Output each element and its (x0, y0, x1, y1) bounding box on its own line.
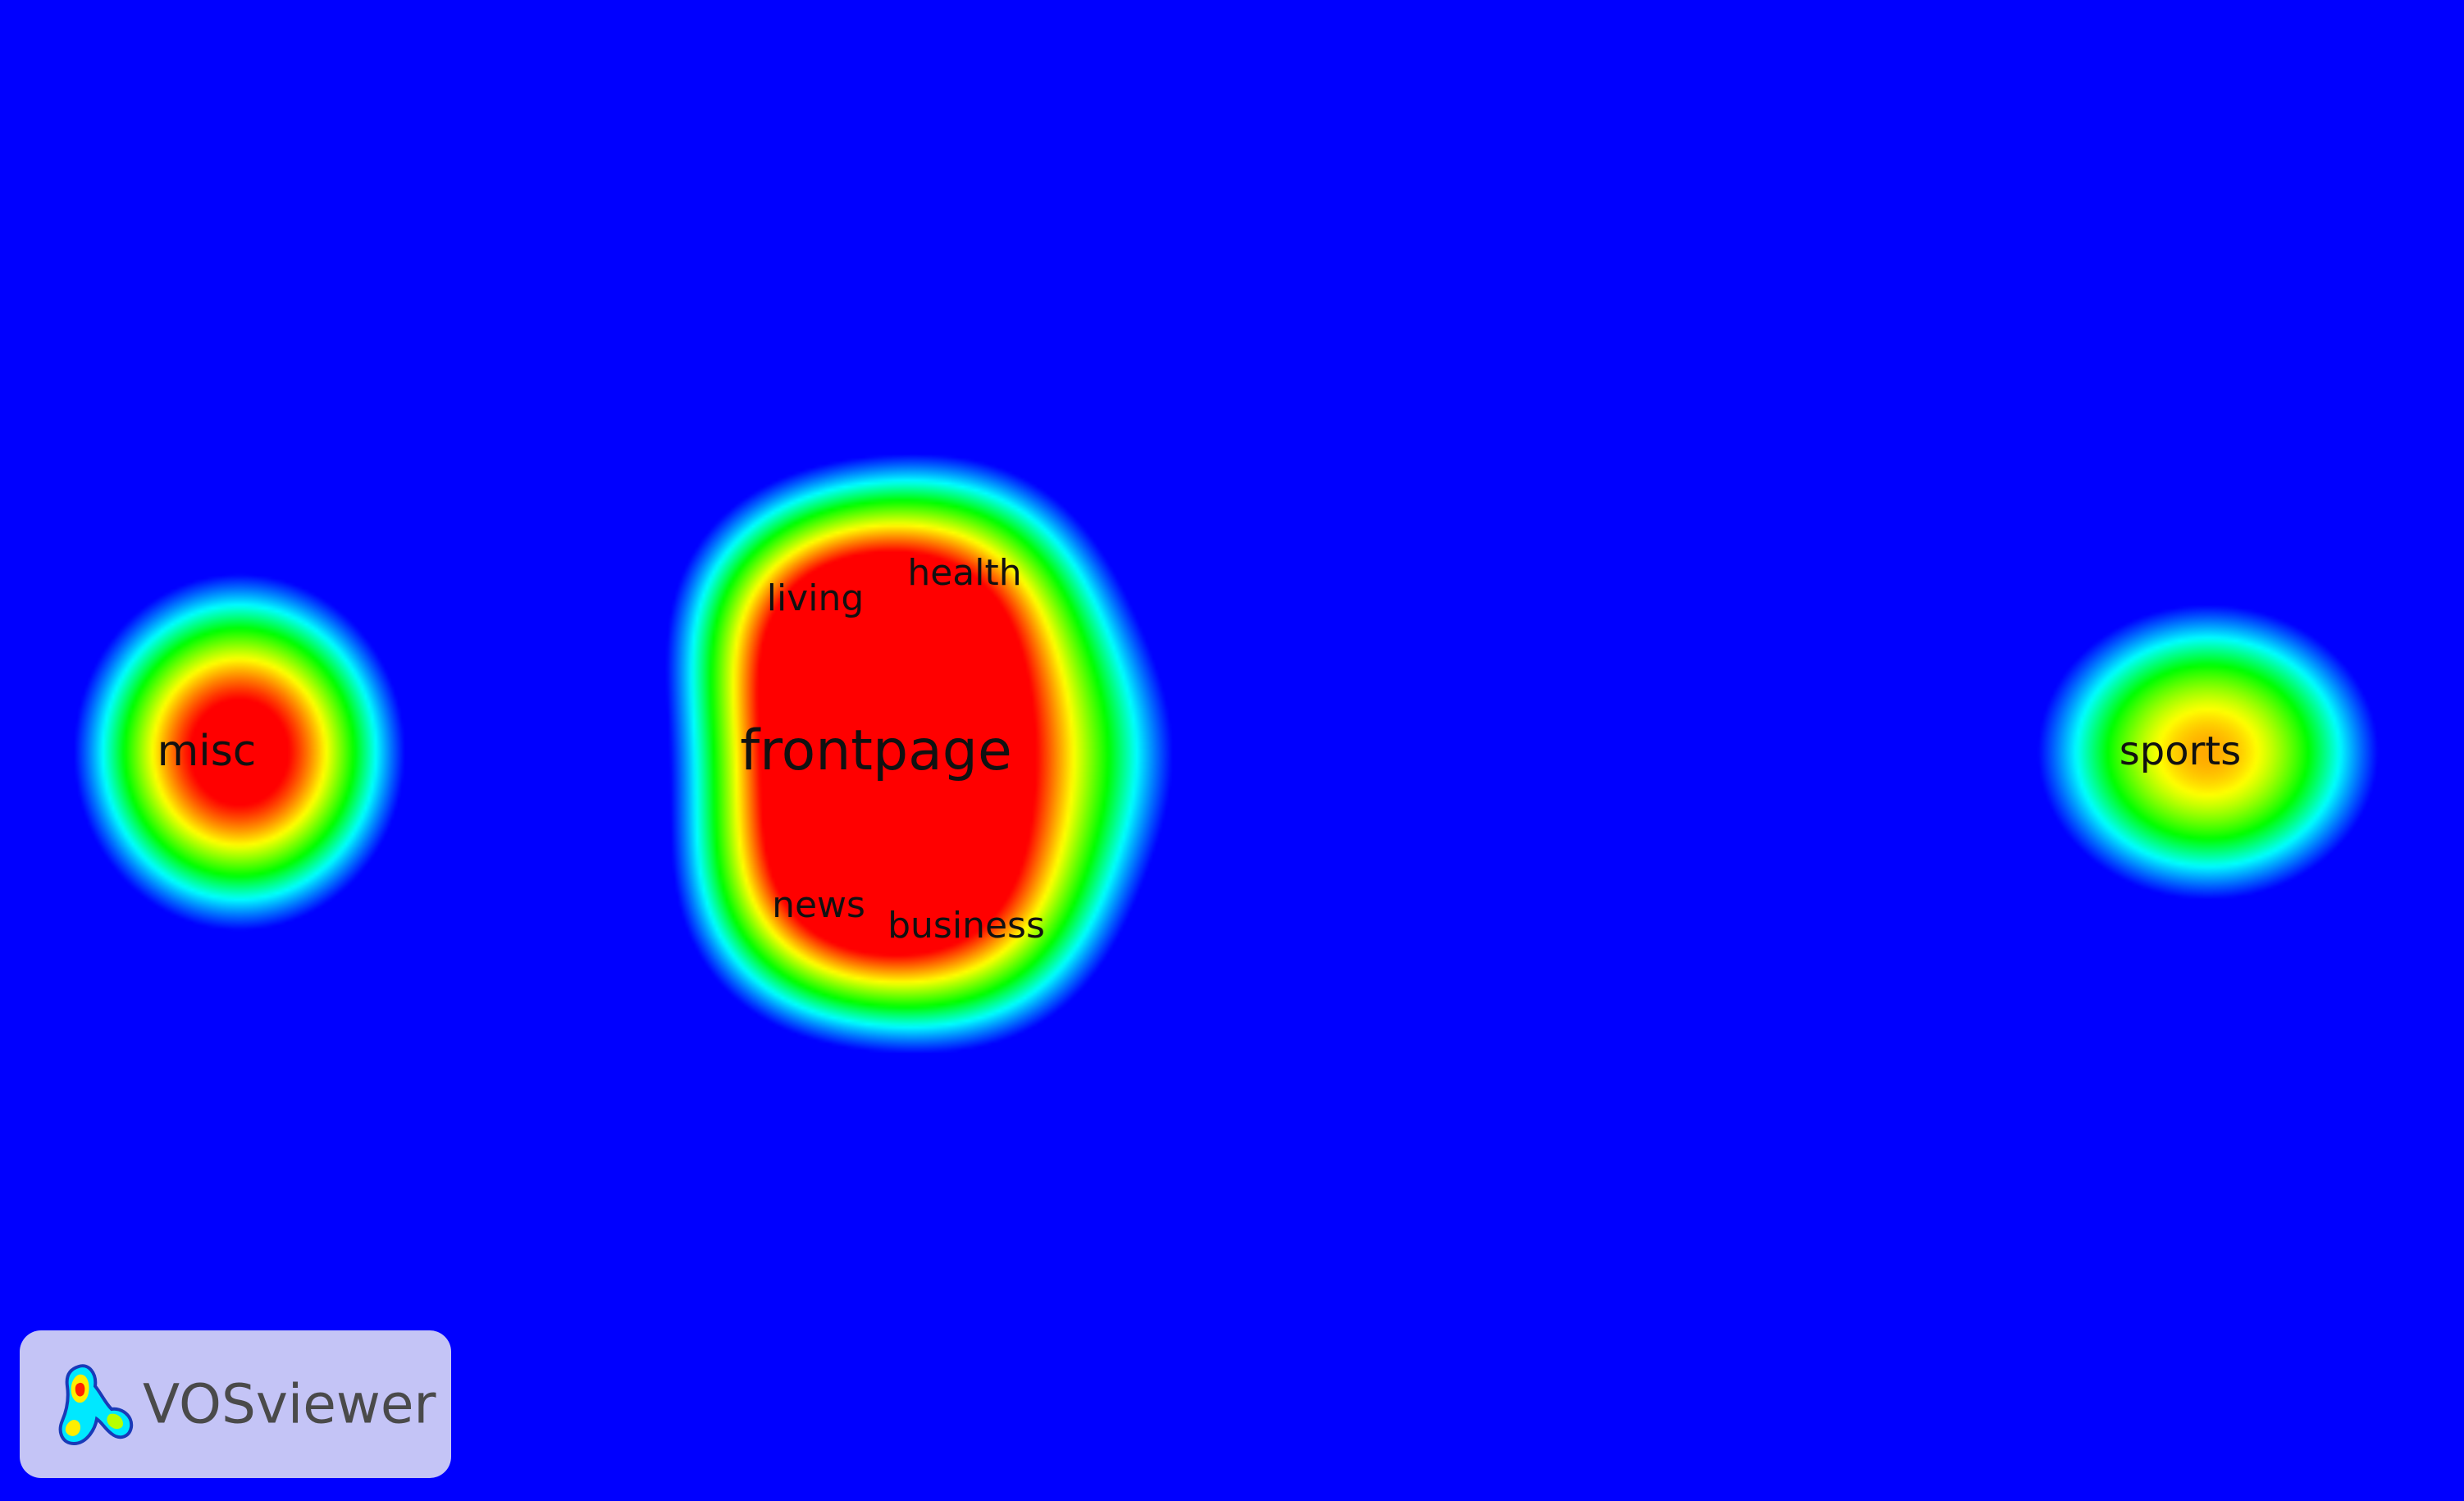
term-label-living[interactable]: living (766, 577, 865, 619)
term-label-frontpage[interactable]: frontpage (740, 719, 1012, 783)
vosviewer-logo-text: VOSviewer (143, 1372, 436, 1436)
term-label-misc[interactable]: misc (157, 727, 257, 776)
vosviewer-logo-icon (58, 1364, 134, 1446)
term-label-news[interactable]: news (772, 884, 865, 926)
term-label-health[interactable]: health (907, 552, 1022, 594)
term-label-business[interactable]: business (887, 905, 1045, 947)
term-label-sports[interactable]: sports (2119, 728, 2242, 774)
vosviewer-logo-badge: VOSviewer (20, 1330, 451, 1478)
